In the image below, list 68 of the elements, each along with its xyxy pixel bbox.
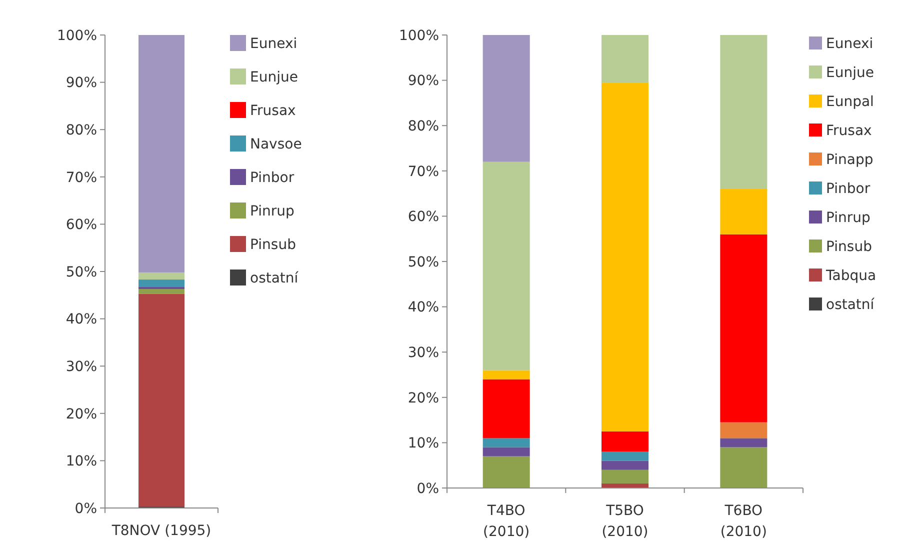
y-tick-label: 30% bbox=[66, 359, 97, 375]
bar bbox=[138, 272, 184, 280]
y-tick-label: 70% bbox=[408, 164, 439, 180]
y-tick-label: 30% bbox=[408, 345, 439, 361]
y-tick-label: 50% bbox=[66, 264, 97, 280]
y-tick-label: 0% bbox=[74, 500, 97, 517]
legend-label: Eunjue bbox=[250, 69, 298, 86]
y-tick-label: 40% bbox=[408, 300, 439, 316]
legend-label: ostatní bbox=[250, 270, 300, 286]
legend-label: Eunjue bbox=[826, 64, 874, 81]
legend-label: Pinrup bbox=[826, 210, 871, 226]
bar bbox=[602, 82, 648, 432]
y-tick-label: 0% bbox=[416, 480, 439, 497]
bar bbox=[602, 470, 648, 484]
bar bbox=[720, 422, 768, 438]
bar bbox=[602, 452, 648, 461]
legend-label: Navsoe bbox=[250, 136, 302, 152]
bar bbox=[138, 294, 184, 507]
x-tick-label: T8NOV (1995) bbox=[110, 523, 212, 539]
bar bbox=[720, 234, 768, 422]
bar bbox=[720, 438, 768, 448]
y-tick-label: 20% bbox=[408, 390, 439, 406]
bar bbox=[482, 35, 530, 162]
y-tick-label: 60% bbox=[408, 209, 439, 226]
y-tick-label: 40% bbox=[66, 312, 97, 328]
y-tick-label: 70% bbox=[66, 170, 97, 186]
bar bbox=[602, 460, 648, 470]
y-tick-label: 50% bbox=[408, 254, 439, 270]
bar bbox=[482, 379, 530, 438]
legend-label: ostatní bbox=[826, 296, 876, 313]
x-tick-label: T5BO (2010) bbox=[602, 503, 648, 540]
legend-label: Pinrup bbox=[250, 203, 295, 220]
bar bbox=[482, 438, 530, 448]
bar bbox=[720, 35, 768, 190]
bar bbox=[138, 280, 184, 287]
y-tick-label: 90% bbox=[408, 73, 439, 90]
legend-label: Pinsub bbox=[826, 238, 872, 255]
y-tick-label: 10% bbox=[66, 454, 97, 470]
y-tick-label: 20% bbox=[66, 406, 97, 422]
bar bbox=[482, 370, 530, 380]
bar bbox=[482, 162, 530, 370]
y-tick-label: 10% bbox=[408, 436, 439, 452]
y-tick-label: 100% bbox=[398, 28, 439, 44]
y-tick-label: 100% bbox=[56, 28, 97, 44]
legend-label: Eunpal bbox=[826, 94, 874, 110]
legend-label: Pinbor bbox=[826, 180, 870, 197]
legend-label: Frusax bbox=[250, 102, 296, 119]
legend-label: Pinsub bbox=[250, 236, 296, 253]
bar bbox=[482, 447, 530, 456]
bar bbox=[602, 35, 648, 83]
legend-label: Pinapp bbox=[826, 152, 874, 168]
legend-label: Eunexi bbox=[826, 36, 874, 52]
legend-label: Pinbor bbox=[250, 170, 294, 186]
x-tick-label: T4BO (2010) bbox=[483, 503, 530, 540]
y-tick-label: 80% bbox=[408, 118, 439, 134]
legend-label: Tabqua bbox=[825, 268, 876, 284]
bar bbox=[138, 289, 184, 294]
bar bbox=[482, 456, 530, 488]
bar bbox=[720, 447, 768, 488]
x-tick-label: T6BO (2010) bbox=[720, 503, 767, 540]
bar bbox=[138, 35, 184, 272]
legend-label: Eunexi bbox=[250, 36, 298, 52]
legend-label: Frusax bbox=[826, 122, 872, 139]
y-tick-label: 90% bbox=[66, 75, 97, 92]
bar bbox=[602, 431, 648, 452]
y-tick-label: 80% bbox=[66, 122, 97, 138]
bar bbox=[720, 189, 768, 234]
y-tick-label: 60% bbox=[66, 217, 97, 234]
